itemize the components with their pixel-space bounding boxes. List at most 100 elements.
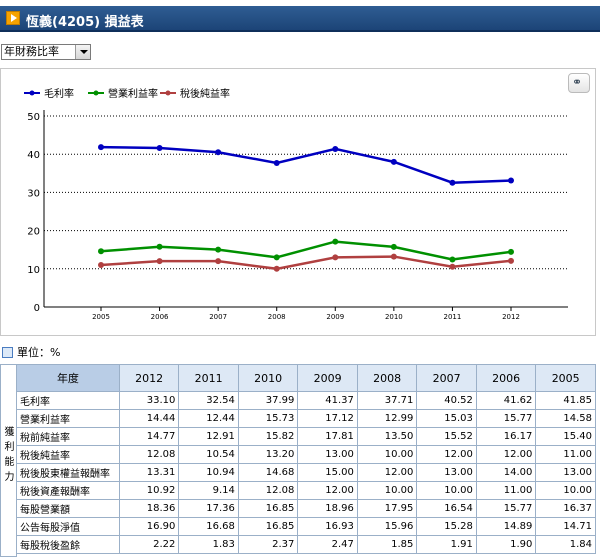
value-cell: 10.94 xyxy=(178,463,239,482)
value-cell: 15.77 xyxy=(475,499,537,518)
y-tick-label: 20 xyxy=(27,227,40,238)
data-point xyxy=(390,253,397,260)
table-row: 稅後資產報酬率 10.92 9.14 12.08 12.00 10.00 10.00 11.0… xyxy=(16,481,596,500)
value-cell: 15.96 xyxy=(356,517,418,536)
year-cell: 2011 xyxy=(178,364,239,392)
value-cell: 11.00 xyxy=(475,481,537,500)
value-cell: 16.68 xyxy=(178,517,239,536)
value-cell: 12.08 xyxy=(237,481,299,500)
value-cell: 37.99 xyxy=(237,391,299,410)
value-cell: 12.91 xyxy=(178,427,239,446)
row-label: 稅後純益率 xyxy=(16,445,120,464)
value-cell: 12.00 xyxy=(356,463,418,482)
value-cell: 18.36 xyxy=(118,499,180,518)
value-cell: 14.68 xyxy=(237,463,299,482)
value-cell: 15.73 xyxy=(237,409,299,428)
ratio-type-select[interactable]: 年財務比率 xyxy=(1,44,91,60)
row-label: 稅後資產報酬率 xyxy=(16,481,120,500)
value-cell: 15.82 xyxy=(237,427,299,446)
year-cell: 2009 xyxy=(297,364,358,392)
value-cell: 10.00 xyxy=(356,481,418,500)
value-cell: 14.00 xyxy=(475,463,537,482)
year-cell: 2006 xyxy=(475,364,537,392)
data-point xyxy=(390,243,397,250)
legend-label: 稅後純益率 xyxy=(180,87,230,100)
value-cell: 12.00 xyxy=(297,481,358,500)
data-point xyxy=(156,145,163,152)
table-row: 稅後純益率 12.08 10.54 13.20 13.00 10.00 12.00 12.00… xyxy=(16,445,596,464)
table-row: 稅後股東權益報酬率 13.31 10.94 14.68 15.00 12.00 13.00 1… xyxy=(16,463,596,482)
table-row: 每股稅後盈餘 2.22 1.83 2.37 2.47 1.85 1.91 1.90 1.84 xyxy=(16,535,596,554)
legend-marker xyxy=(93,90,99,96)
legend-marker xyxy=(165,90,171,96)
value-cell: 16.93 xyxy=(297,517,358,536)
data-point xyxy=(332,238,339,245)
value-cell: 15.00 xyxy=(297,463,358,482)
y-tick-label: 40 xyxy=(27,150,40,161)
value-cell: 10.00 xyxy=(416,481,477,500)
value-cell: 12.99 xyxy=(356,409,418,428)
link-icon: ⚭ xyxy=(572,75,583,89)
x-tick-label: 2007 xyxy=(209,313,227,321)
x-tick-label: 2012 xyxy=(502,313,520,321)
value-cell: 17.36 xyxy=(178,499,239,518)
year-cell: 2012 xyxy=(118,364,180,392)
value-cell: 12.08 xyxy=(118,445,180,464)
data-point xyxy=(98,261,104,268)
data-point xyxy=(215,258,222,265)
value-cell: 16.17 xyxy=(475,427,537,446)
table-row: 毛利率 33.10 32.54 37.99 41.37 37.71 40.52 41.62 41… xyxy=(16,391,596,410)
chart-panel xyxy=(0,68,596,336)
value-cell: 14.77 xyxy=(118,427,180,446)
data-point xyxy=(273,159,280,166)
value-cell: 13.00 xyxy=(535,463,596,482)
value-cell: 1.90 xyxy=(475,535,537,554)
arrow-right-icon xyxy=(6,11,20,25)
data-point xyxy=(156,243,163,250)
y-tick-label: 50 xyxy=(27,112,40,123)
value-cell: 41.37 xyxy=(297,391,358,410)
value-cell: 2.47 xyxy=(297,535,358,554)
x-tick-label: 2005 xyxy=(92,313,110,321)
value-cell: 14.89 xyxy=(475,517,537,536)
data-point xyxy=(273,254,280,261)
value-cell: 1.91 xyxy=(416,535,477,554)
data-point xyxy=(215,246,222,253)
value-cell: 18.96 xyxy=(297,499,358,518)
table-row: 每股營業額 18.36 17.36 16.85 18.96 17.95 16.54 15.77… xyxy=(16,499,596,518)
unit-label: 單位：% xyxy=(2,344,60,360)
value-cell: 14.44 xyxy=(118,409,180,428)
data-point xyxy=(508,257,514,264)
value-cell: 2.37 xyxy=(237,535,299,554)
ratio-table: 年度 2012 2011 2010 2009 2008 2007 2006 20… xyxy=(16,364,596,554)
x-tick-label: 2011 xyxy=(444,313,462,321)
value-cell: 15.52 xyxy=(416,427,477,446)
value-cell: 15.40 xyxy=(535,427,596,446)
value-cell: 16.54 xyxy=(416,499,477,518)
table-header-row: 年度 2012 2011 2010 2009 2008 2007 2006 20… xyxy=(16,364,596,392)
row-label: 營業利益率 xyxy=(16,409,120,428)
row-label: 稅後股東權益報酬率 xyxy=(16,463,120,482)
value-cell: 15.03 xyxy=(416,409,477,428)
value-cell: 9.14 xyxy=(178,481,239,500)
chevron-down-icon[interactable] xyxy=(75,45,90,59)
data-point xyxy=(449,256,456,263)
ratio-type-value: 年財務比率 xyxy=(4,45,59,58)
y-tick-label: 0 xyxy=(34,303,40,314)
link-button[interactable]: ⚭ xyxy=(568,73,590,93)
data-point xyxy=(332,254,339,261)
data-point xyxy=(215,149,222,156)
series-line xyxy=(100,255,512,271)
legend-label: 毛利率 xyxy=(44,87,74,100)
legend-label: 營業利益率 xyxy=(108,87,158,100)
year-cell: 2010 xyxy=(237,364,299,392)
value-cell: 10.54 xyxy=(178,445,239,464)
value-cell: 1.83 xyxy=(178,535,239,554)
year-header: 年度 xyxy=(16,364,120,392)
value-cell: 17.12 xyxy=(297,409,358,428)
value-cell: 37.71 xyxy=(356,391,418,410)
series-line xyxy=(100,145,512,184)
data-point xyxy=(98,144,104,151)
x-tick-label: 2006 xyxy=(151,313,169,321)
value-cell: 12.00 xyxy=(475,445,537,464)
